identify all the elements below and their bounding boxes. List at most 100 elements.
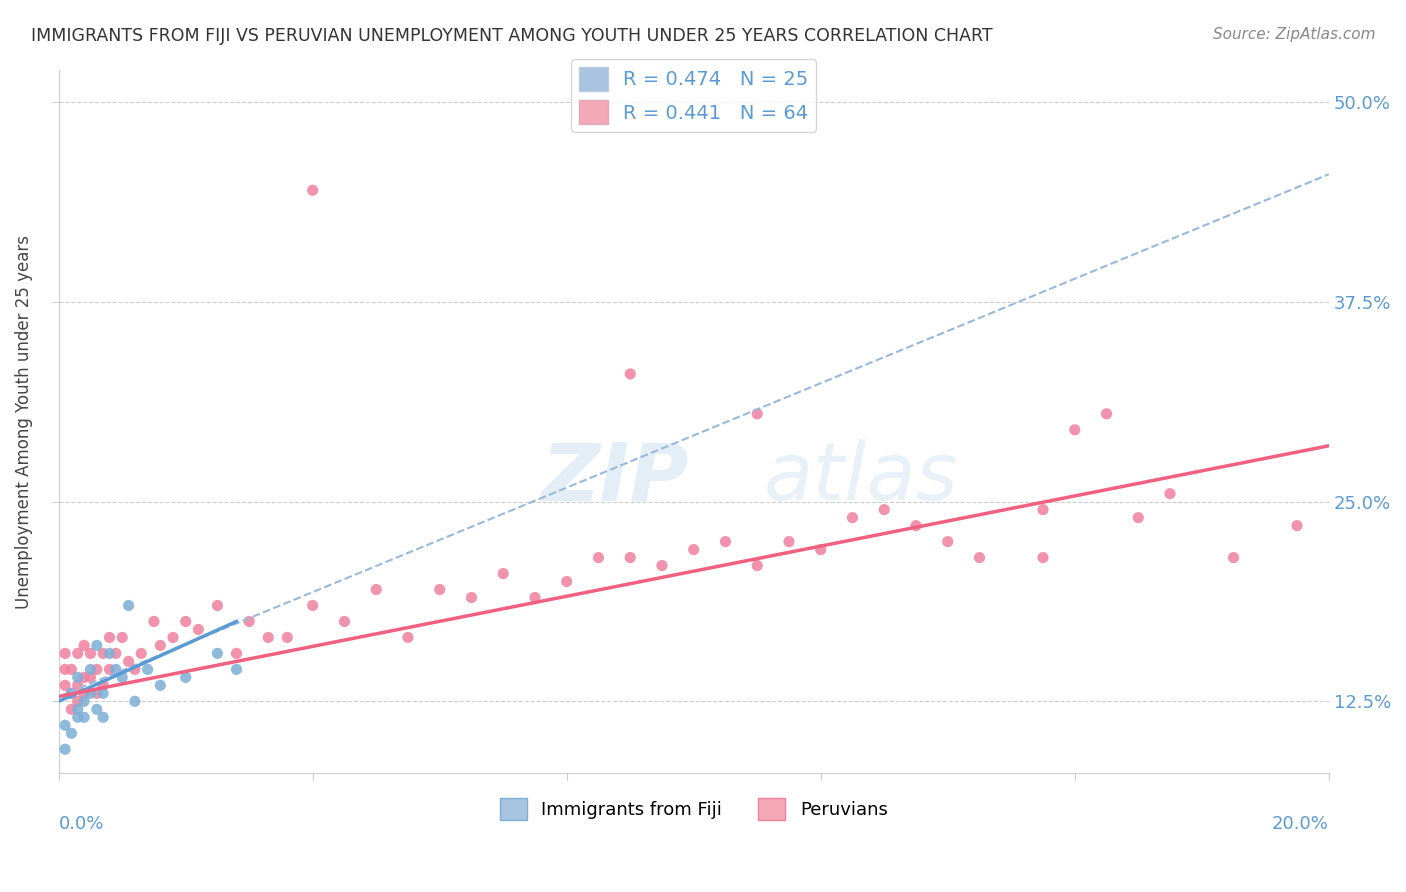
Point	[53, 742, 76, 756]
Point	[79, 670, 101, 684]
Point	[91, 678, 114, 692]
Point	[904, 518, 927, 533]
Point	[1032, 502, 1054, 516]
Point	[651, 558, 673, 573]
Point	[104, 647, 127, 661]
Point	[91, 710, 114, 724]
Point	[142, 615, 165, 629]
Point	[225, 647, 247, 661]
Point	[104, 662, 127, 676]
Point	[523, 591, 546, 605]
Point	[73, 710, 96, 724]
Point	[73, 639, 96, 653]
Point	[1095, 407, 1118, 421]
Point	[238, 615, 260, 629]
Point	[301, 183, 323, 197]
Point	[301, 599, 323, 613]
Point	[60, 686, 83, 700]
Point	[682, 542, 704, 557]
Point	[429, 582, 451, 597]
Point	[1063, 423, 1085, 437]
Point	[936, 534, 959, 549]
Point	[1032, 550, 1054, 565]
Point	[619, 550, 641, 565]
Point	[187, 623, 209, 637]
Text: Source: ZipAtlas.com: Source: ZipAtlas.com	[1212, 27, 1375, 42]
Point	[111, 631, 134, 645]
Point	[136, 662, 159, 676]
Point	[79, 662, 101, 676]
Point	[66, 702, 89, 716]
Point	[225, 662, 247, 676]
Point	[747, 407, 769, 421]
Y-axis label: Unemployment Among Youth under 25 years: Unemployment Among Youth under 25 years	[15, 235, 32, 609]
Point	[174, 670, 197, 684]
Point	[747, 558, 769, 573]
Point	[66, 710, 89, 724]
Point	[207, 599, 229, 613]
Text: 0.0%: 0.0%	[59, 815, 104, 833]
Point	[460, 591, 482, 605]
Point	[73, 686, 96, 700]
Point	[174, 615, 197, 629]
Point	[66, 694, 89, 708]
Point	[619, 367, 641, 381]
Point	[396, 631, 419, 645]
Point	[73, 694, 96, 708]
Point	[60, 726, 83, 740]
Legend: R = 0.474   N = 25, R = 0.441   N = 64: R = 0.474 N = 25, R = 0.441 N = 64	[571, 59, 817, 132]
Point	[1222, 550, 1244, 565]
Point	[162, 631, 184, 645]
Point	[1128, 510, 1150, 524]
Point	[86, 662, 108, 676]
Point	[492, 566, 515, 581]
Point	[60, 662, 83, 676]
Point	[73, 670, 96, 684]
Point	[333, 615, 356, 629]
Point	[1285, 518, 1308, 533]
Text: ZIP: ZIP	[541, 439, 689, 517]
Point	[53, 718, 76, 732]
Text: atlas: atlas	[763, 439, 959, 517]
Point	[366, 582, 388, 597]
Point	[588, 550, 610, 565]
Point	[149, 678, 172, 692]
Point	[53, 678, 76, 692]
Point	[778, 534, 800, 549]
Point	[149, 639, 172, 653]
Point	[873, 502, 896, 516]
Point	[66, 678, 89, 692]
Point	[117, 599, 139, 613]
Point	[66, 670, 89, 684]
Point	[86, 639, 108, 653]
Point	[124, 694, 146, 708]
Text: 20.0%: 20.0%	[1272, 815, 1329, 833]
Point	[841, 510, 863, 524]
Point	[91, 686, 114, 700]
Point	[714, 534, 737, 549]
Point	[60, 686, 83, 700]
Point	[98, 662, 121, 676]
Point	[207, 647, 229, 661]
Point	[129, 647, 152, 661]
Point	[60, 702, 83, 716]
Point	[111, 670, 134, 684]
Point	[53, 647, 76, 661]
Point	[969, 550, 991, 565]
Point	[257, 631, 280, 645]
Point	[117, 654, 139, 668]
Point	[124, 662, 146, 676]
Point	[86, 702, 108, 716]
Point	[79, 647, 101, 661]
Point	[276, 631, 298, 645]
Point	[1159, 486, 1181, 500]
Point	[86, 686, 108, 700]
Point	[98, 647, 121, 661]
Point	[53, 662, 76, 676]
Point	[555, 574, 578, 589]
Point	[79, 686, 101, 700]
Point	[91, 647, 114, 661]
Point	[810, 542, 832, 557]
Point	[98, 631, 121, 645]
Point	[66, 647, 89, 661]
